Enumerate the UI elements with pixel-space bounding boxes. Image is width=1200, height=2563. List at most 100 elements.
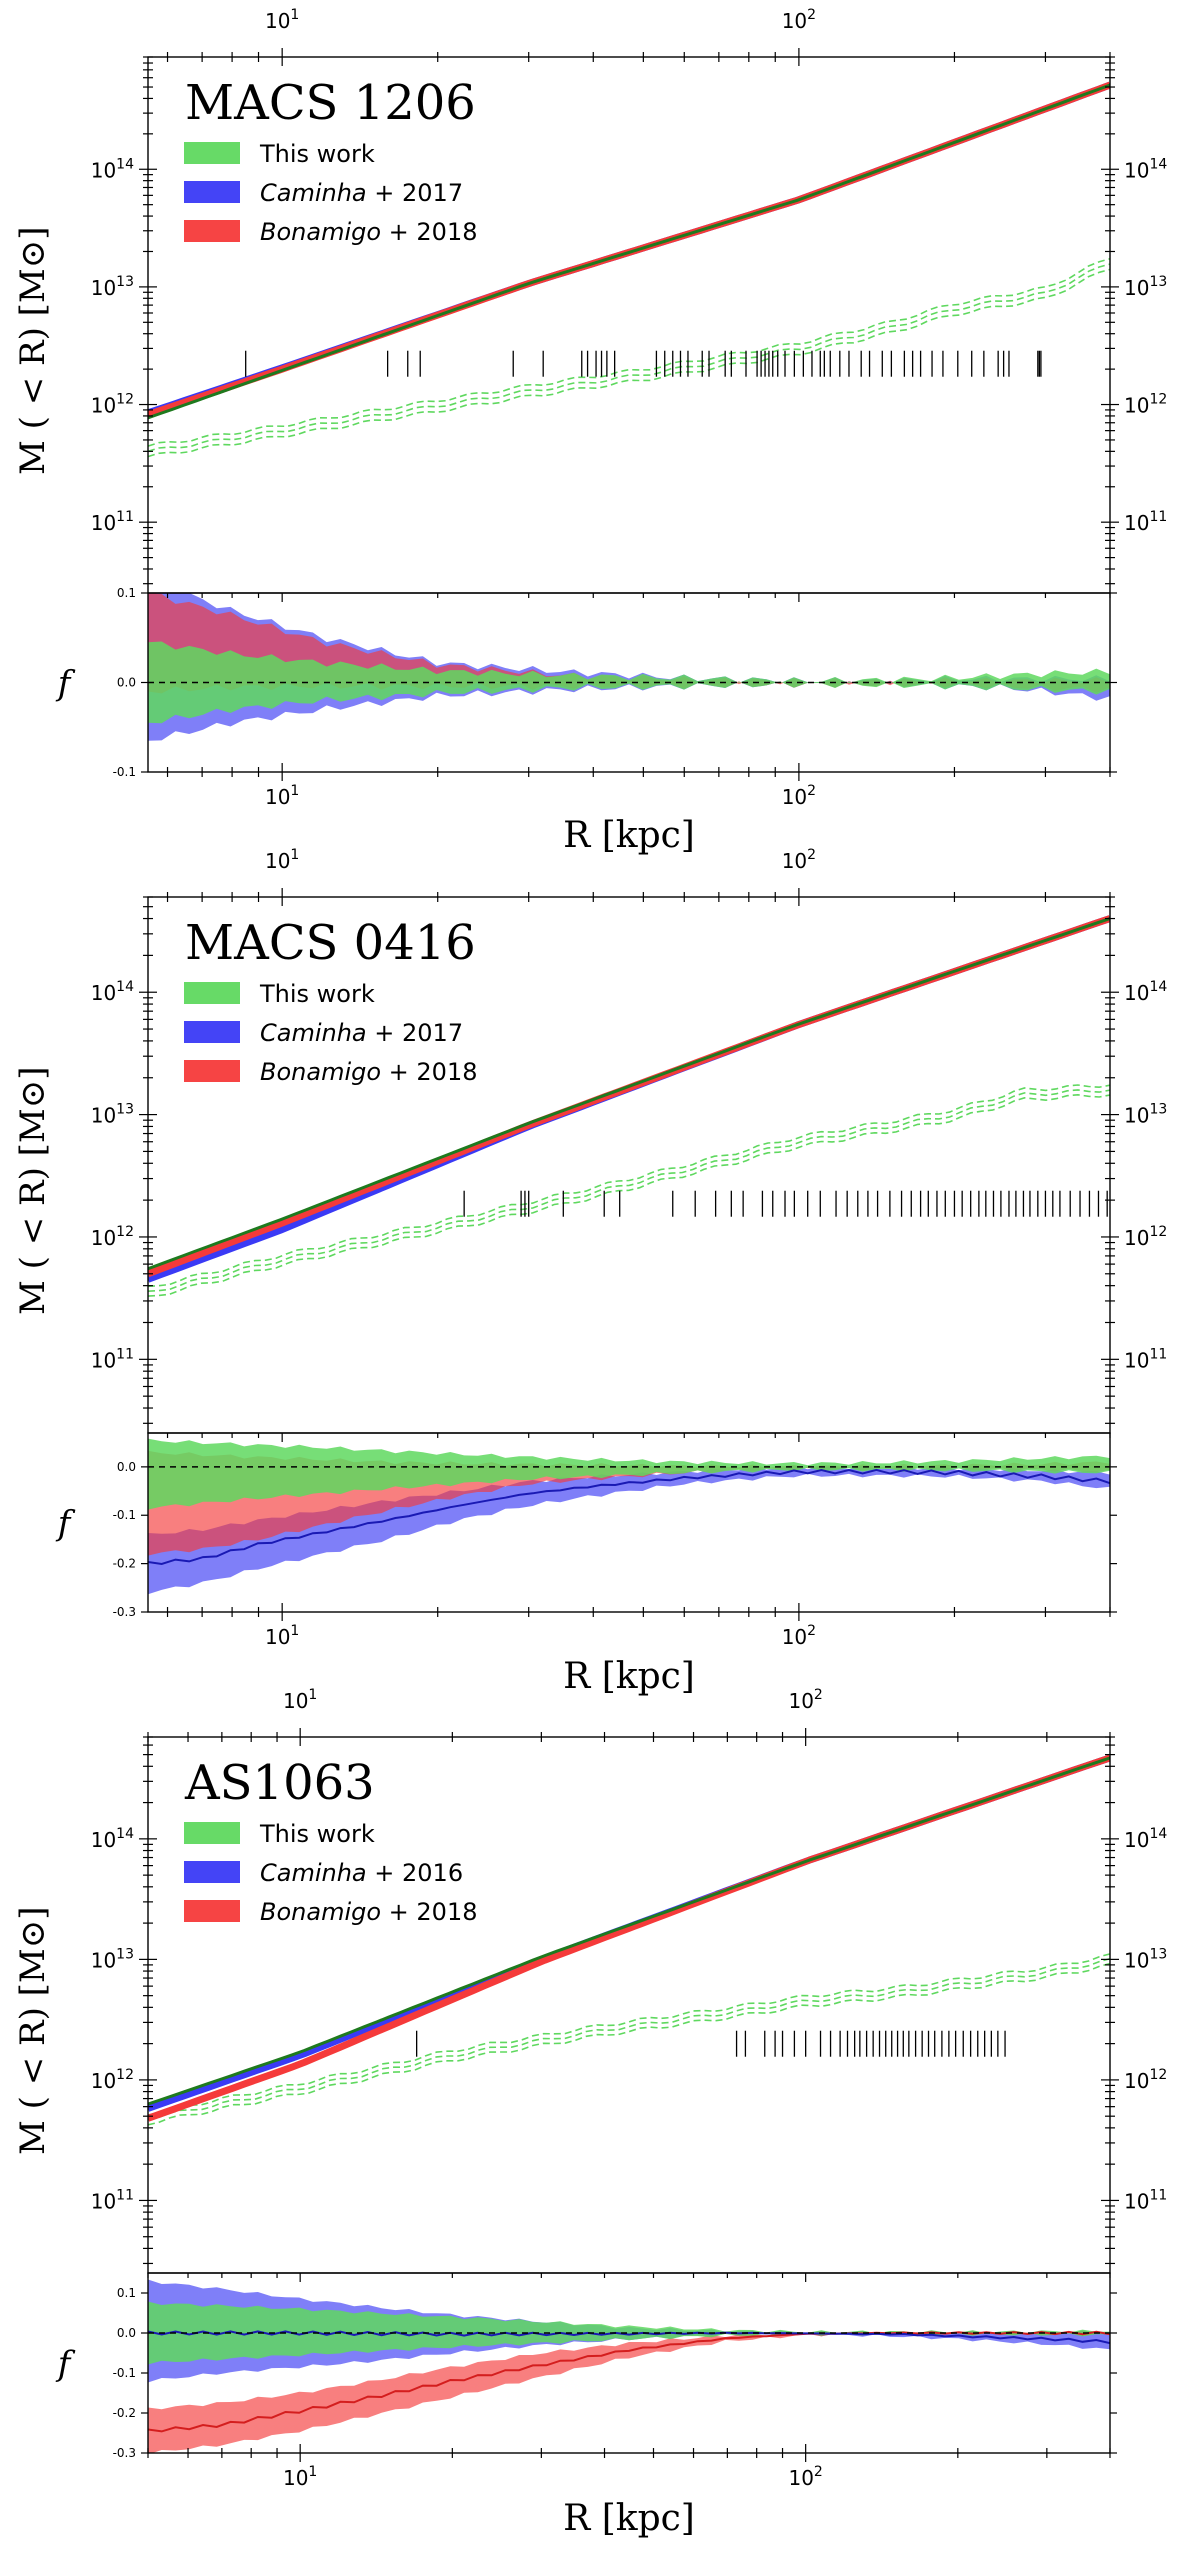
- x-tick-label-top: 101: [283, 1687, 317, 1713]
- residual-line-caminha-2016: [148, 2330, 1110, 2345]
- y-tick-label-right: 1011: [1124, 2187, 1167, 2213]
- y-tick-label-right: 1013: [1124, 1946, 1167, 1972]
- legend-swatch: [184, 142, 240, 164]
- legend: This work Caminha + 2016 Bonamigo + 2018: [184, 1820, 477, 1926]
- top-axes-frame: [147, 896, 1111, 1434]
- series-line-this-work: [148, 917, 1110, 1271]
- y-tick-label-left: 1012: [91, 392, 134, 418]
- y-tick-label-right: 1014: [1124, 156, 1167, 182]
- x-tick-label-bottom: 101: [265, 1623, 299, 1649]
- y-tick-label-right: 1014: [1124, 1826, 1167, 1852]
- legend-swatch: [184, 1822, 240, 1844]
- y-tick-label-left: 1012: [91, 2067, 134, 2093]
- x-tick-label-bottom: 102: [788, 2464, 822, 2490]
- legend-swatch: [184, 1900, 240, 1922]
- residual-band-this-work: [148, 641, 1110, 724]
- y-tick-label-left: 1014: [91, 1826, 134, 1852]
- galaxy-mass-curve: [148, 1962, 1110, 2126]
- residual-y-tick-label: -0.1: [113, 2366, 136, 2380]
- legend-swatch: [184, 1060, 240, 1082]
- panel-title: MACS 1206: [185, 75, 476, 131]
- panel-1: 101 101 102 102 1011 1011 1012 1012 1013 1013 1014…: [13, 7, 1167, 856]
- x-tick-label-bottom: 101: [265, 783, 299, 809]
- y-tick-label-right: 1012: [1124, 1224, 1167, 1250]
- residual-y-label: f: [55, 1504, 76, 1544]
- series-line-bonamigo-2018: [148, 1754, 1110, 2122]
- residual-y-label: f: [55, 2344, 76, 2384]
- x-tick-label-top: 101: [265, 7, 299, 33]
- y-tick-label-left: 1014: [91, 979, 134, 1005]
- residual-band-this-work: [148, 1438, 1110, 1510]
- y-tick-label-left: 1011: [91, 1346, 134, 1372]
- galaxy-mass-curve: [148, 258, 1110, 447]
- series-line-bonamigo-2018: [148, 915, 1110, 1278]
- member-galaxy-rug: [416, 2030, 1006, 2057]
- galaxy-mass-curve: [148, 1953, 1110, 2116]
- legend: This work Caminha + 2017 Bonamigo + 2018: [184, 980, 477, 1086]
- legend-label: This work: [259, 140, 375, 168]
- y-tick-label-left: 1014: [91, 156, 134, 182]
- legend-label: Bonamigo + 2018: [260, 1898, 477, 1926]
- residual-plot: [148, 1438, 1110, 1595]
- x-tick-label-top: 102: [782, 847, 816, 873]
- y-ticks: [139, 896, 1119, 1424]
- x-tick-label-bottom: 102: [782, 783, 816, 809]
- y-tick-label-right: 1012: [1124, 2067, 1167, 2093]
- legend-label: Caminha + 2016: [260, 1859, 463, 1887]
- galaxy-mass-curve: [148, 1093, 1110, 1297]
- bottom-axes-frame: [147, 2272, 1111, 2454]
- y-tick-label-right: 1013: [1124, 1102, 1167, 1128]
- y-tick-label-left: 1011: [91, 2187, 134, 2213]
- residual-y-tick-label: 0.0: [117, 676, 136, 690]
- panel-title: MACS 0416: [185, 915, 476, 971]
- series-line-caminha-2017: [148, 915, 1110, 1283]
- panel-3: 101 101 102 102 1011 1011 1012 1012 1013 1013 1014…: [13, 1687, 1167, 2539]
- legend-swatch: [184, 1021, 240, 1043]
- residual-y-tick-label: 0.1: [117, 586, 136, 600]
- y-ticks: [139, 56, 1119, 585]
- y-tick-label-left: 1013: [91, 274, 134, 300]
- residual-y-tick-label: -0.3: [113, 1605, 136, 1619]
- residual-y-tick-label: 0.1: [117, 2286, 136, 2300]
- y-tick-label-right: 1011: [1124, 1346, 1167, 1372]
- x-tick-label-top: 102: [788, 1687, 822, 1713]
- galaxy-mass-curve: [148, 1084, 1110, 1288]
- residual-plot: [148, 2279, 1110, 2453]
- residual-band-caminha-2017: [148, 1465, 1110, 1595]
- legend-label: Bonamigo + 2018: [260, 1058, 477, 1086]
- x-tick-label-bottom: 102: [782, 1623, 816, 1649]
- x-ticks: [166, 888, 1111, 1621]
- residual-y-tick-label: -0.2: [113, 2406, 136, 2420]
- mass-profile-plot: [148, 915, 1110, 1297]
- x-ticks: [166, 48, 1111, 781]
- series-line-this-work: [148, 1756, 1110, 2106]
- residual-y-tick-label: -0.1: [113, 765, 136, 779]
- y-tick-label-left: 1013: [91, 1946, 134, 1972]
- series-line-this-work: [148, 83, 1110, 420]
- mass-profile-plot: [148, 81, 1110, 458]
- residual-band-this-work: [148, 2301, 1110, 2365]
- residual-y-tick-label: -0.2: [113, 1557, 136, 1571]
- y-tick-label-right: 1011: [1124, 509, 1167, 535]
- residual-y-tick-label: -0.1: [113, 1508, 136, 1522]
- y-tick-label-left: 1011: [91, 509, 134, 535]
- residual-plot: [148, 593, 1110, 741]
- legend-swatch: [184, 220, 240, 242]
- legend: This work Caminha + 2017 Bonamigo + 2018: [184, 140, 477, 246]
- y-axis-label: M ( < R) [M⊙]: [13, 1067, 53, 1316]
- member-galaxy-rug: [245, 350, 1042, 377]
- y-tick-label-right: 1013: [1124, 274, 1167, 300]
- panel-2: 101 101 102 102 1011 1011 1012 1012 1013 1013 1014…: [13, 847, 1167, 1697]
- legend-label: Caminha + 2017: [260, 179, 463, 207]
- residual-line-caminha-2017: [148, 1468, 1110, 1566]
- x-ticks: [147, 1728, 1111, 2462]
- x-axis-label: R [kpc]: [563, 2498, 695, 2539]
- legend-swatch: [184, 1861, 240, 1883]
- legend-swatch: [184, 181, 240, 203]
- y-axis-label: M ( < R) [M⊙]: [13, 1907, 53, 2156]
- member-galaxy-rug: [463, 1190, 1108, 1217]
- legend-label: This work: [259, 1820, 375, 1848]
- y-axis-label: M ( < R) [M⊙]: [13, 227, 53, 476]
- legend-label: Bonamigo + 2018: [260, 218, 477, 246]
